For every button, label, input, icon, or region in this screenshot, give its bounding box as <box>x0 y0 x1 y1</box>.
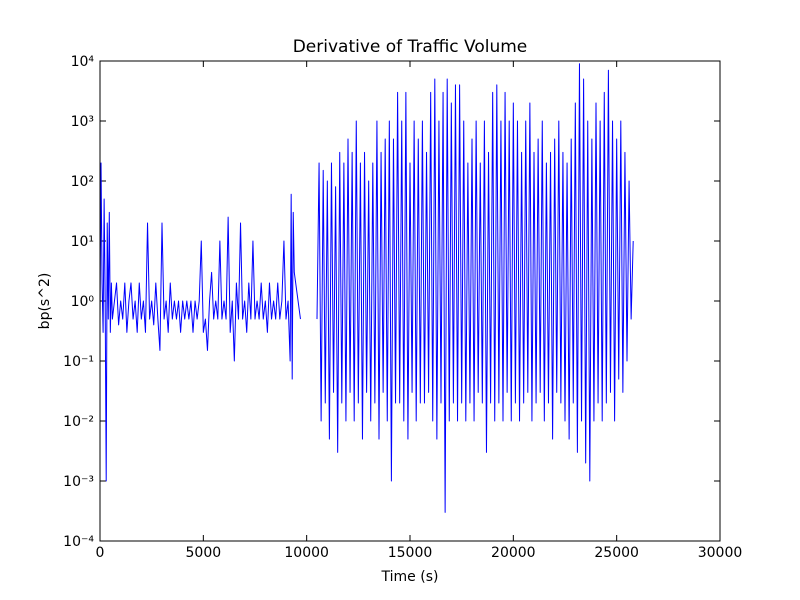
y-tick-label: 10⁻³ <box>63 474 94 490</box>
x-tick-label: 5000 <box>186 545 222 561</box>
y-tick-label: 10² <box>71 174 94 190</box>
y-tick-label: 10¹ <box>71 234 94 250</box>
y-tick-label: 10⁰ <box>71 294 95 310</box>
y-tick-label: 10⁻⁴ <box>63 534 94 550</box>
chart-title: Derivative of Traffic Volume <box>293 37 528 57</box>
x-tick-label: 15000 <box>388 545 433 561</box>
y-tick-label: 10⁻¹ <box>63 354 94 370</box>
y-axis-label: bp(s^2) <box>37 273 53 330</box>
y-tick-label: 10⁻² <box>63 414 94 430</box>
data-line <box>99 63 634 513</box>
x-tick-label: 25000 <box>594 545 639 561</box>
x-tick-label: 0 <box>96 545 105 561</box>
x-tick-label: 20000 <box>491 545 536 561</box>
x-tick-label: 30000 <box>698 545 743 561</box>
plot-frame <box>99 60 721 542</box>
x-axis-label: Time (s) <box>381 569 439 585</box>
y-tick-label: 10³ <box>71 114 94 130</box>
x-tick-label: 10000 <box>284 545 329 561</box>
y-tick-label: 10⁴ <box>71 54 95 70</box>
